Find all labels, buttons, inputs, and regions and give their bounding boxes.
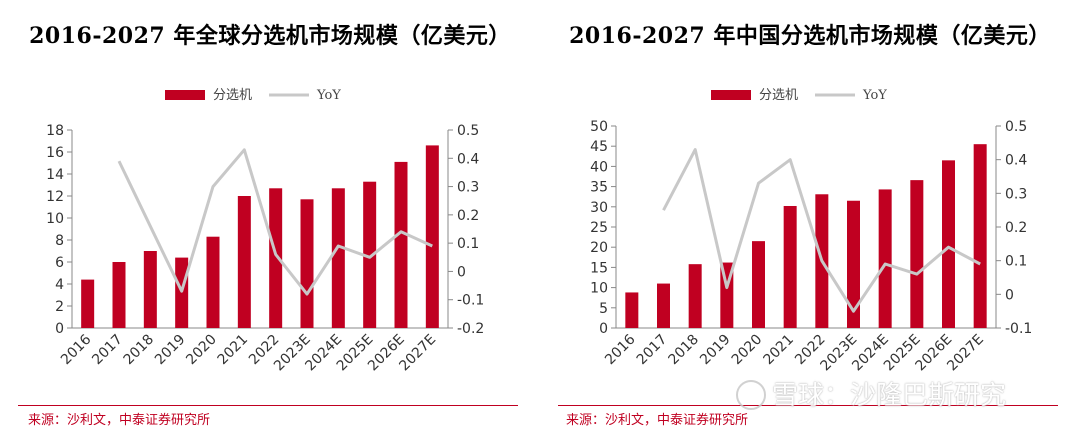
china-chart-panel: 2016-2027 年中国分选机市场规模（亿美元） 分选机 YoY 0 5 10 15 20… <box>540 0 1080 428</box>
legend-bar-swatch <box>165 90 205 100</box>
y2-tick-label: 0.4 <box>457 151 479 167</box>
bar <box>783 205 797 328</box>
china-chart-title: 2016-2027 年中国分选机市场规模（亿美元） <box>569 23 1051 49</box>
y-tick-label: 15 <box>590 260 608 276</box>
y2-tick-label: 0.2 <box>1005 220 1027 236</box>
y-tick-label: 0 <box>599 321 608 337</box>
bar <box>112 262 126 328</box>
bar <box>206 236 220 328</box>
y-tick-label: 45 <box>590 139 608 155</box>
x-tick-label: 2021 <box>215 332 252 369</box>
source-divider <box>558 405 1058 406</box>
x-tick-label: 2019 <box>697 332 734 369</box>
y-tick-label: 10 <box>46 211 64 227</box>
bar <box>269 188 283 328</box>
y-tick-label: 30 <box>590 200 608 216</box>
y2-tick-label: 0.5 <box>1005 119 1027 135</box>
y2-tick-label: 0.4 <box>1005 153 1027 169</box>
y-tick-label: 5 <box>599 301 608 317</box>
x-tick-label: 2018 <box>665 332 702 369</box>
y-tick-label: 50 <box>590 119 608 135</box>
x-tick-label: 2019 <box>152 332 189 369</box>
bar <box>688 264 702 328</box>
bar <box>942 160 955 328</box>
yoy-line <box>117 148 433 296</box>
y-tick-label: 16 <box>46 145 64 161</box>
y-tick-label: 10 <box>590 281 608 297</box>
y2-tick-label: 0.3 <box>1005 186 1027 202</box>
y-tick-label: 20 <box>590 240 608 256</box>
y-tick-label: 6 <box>55 255 64 271</box>
y2-tick-label: 0.1 <box>457 236 479 252</box>
legend-bar-label: 分选机 <box>759 88 798 103</box>
y2-tick-label: 0 <box>1005 287 1014 303</box>
bar <box>394 161 408 328</box>
legend-line-label: YoY <box>316 88 341 103</box>
global-chart: 分选机 YoY 0 2 4 6 8 10 12 14 16 18 -0.2 -0.1 0 0.1 0.2 0.3 0… <box>46 88 484 374</box>
bar <box>425 145 439 328</box>
x-tick-label: 2027E <box>944 332 987 375</box>
bar <box>625 292 639 328</box>
x-tick-label: 2018 <box>121 332 158 369</box>
china-chart: 分选机 YoY 0 5 10 15 20 25 30 35 40 45 50 -0.1 0 0.1 0.2 0.3… <box>590 88 1032 375</box>
y-tick-label: 8 <box>55 233 64 249</box>
bar <box>973 144 987 328</box>
bar <box>878 189 892 328</box>
source-divider <box>18 405 518 406</box>
bar <box>81 279 95 328</box>
y2-tick-label: -0.2 <box>457 321 484 337</box>
bar <box>300 199 314 328</box>
y2-tick-label: 0.2 <box>457 208 479 224</box>
watermark-text: 雪球：沙隆巴斯研究 <box>772 381 1007 411</box>
bar <box>752 241 765 328</box>
y2-tick-label: -0.1 <box>1005 321 1032 337</box>
bar <box>143 251 157 328</box>
bar <box>657 283 670 328</box>
y-tick-label: 0 <box>55 321 64 337</box>
china-chart-source: 来源：沙利文，中泰证券研究所 <box>566 413 749 428</box>
bar <box>847 200 860 328</box>
bar <box>175 257 189 328</box>
bar <box>363 181 377 328</box>
y2-tick-label: 0.3 <box>457 180 479 196</box>
y2-tick-label: 0 <box>457 264 466 280</box>
y2-tick-label: 0.5 <box>457 123 479 139</box>
x-tick-label: 2017 <box>634 332 671 369</box>
legend-line-label: YoY <box>862 88 887 103</box>
x-tick-label: 2020 <box>729 332 766 369</box>
x-tick-label: 2020 <box>183 332 220 369</box>
y-tick-label: 35 <box>590 180 608 196</box>
y-tick-label: 4 <box>55 277 64 293</box>
y-tick-label: 2 <box>55 299 64 315</box>
bar <box>331 188 345 328</box>
y2-tick-label: -0.1 <box>457 293 484 309</box>
watermark: 雪球：沙隆巴斯研究 <box>736 375 1006 412</box>
x-tick-label: 2017 <box>89 332 126 369</box>
y-tick-label: 14 <box>46 167 64 183</box>
watermark-logo-icon <box>736 379 766 410</box>
bar <box>910 180 924 328</box>
global-chart-panel: 2016-2027 年全球分选机市场规模（亿美元） 分选机 YoY 0 2 4 6 8 10 1… <box>0 0 540 428</box>
y-tick-label: 40 <box>590 159 608 175</box>
legend-bar-swatch <box>711 90 751 100</box>
y-tick-label: 12 <box>46 189 64 205</box>
y-tick-label: 25 <box>590 220 608 236</box>
legend-bar-label: 分选机 <box>213 88 252 103</box>
y2-tick-label: 0.1 <box>1005 254 1027 270</box>
global-chart-title: 2016-2027 年全球分选机市场规模（亿美元） <box>29 23 511 49</box>
global-chart-source: 来源：沙利文，中泰证券研究所 <box>28 413 211 428</box>
bar <box>237 196 251 328</box>
y-tick-label: 18 <box>46 123 64 139</box>
x-tick-label: 2021 <box>760 332 797 369</box>
yoy-line <box>662 148 981 313</box>
